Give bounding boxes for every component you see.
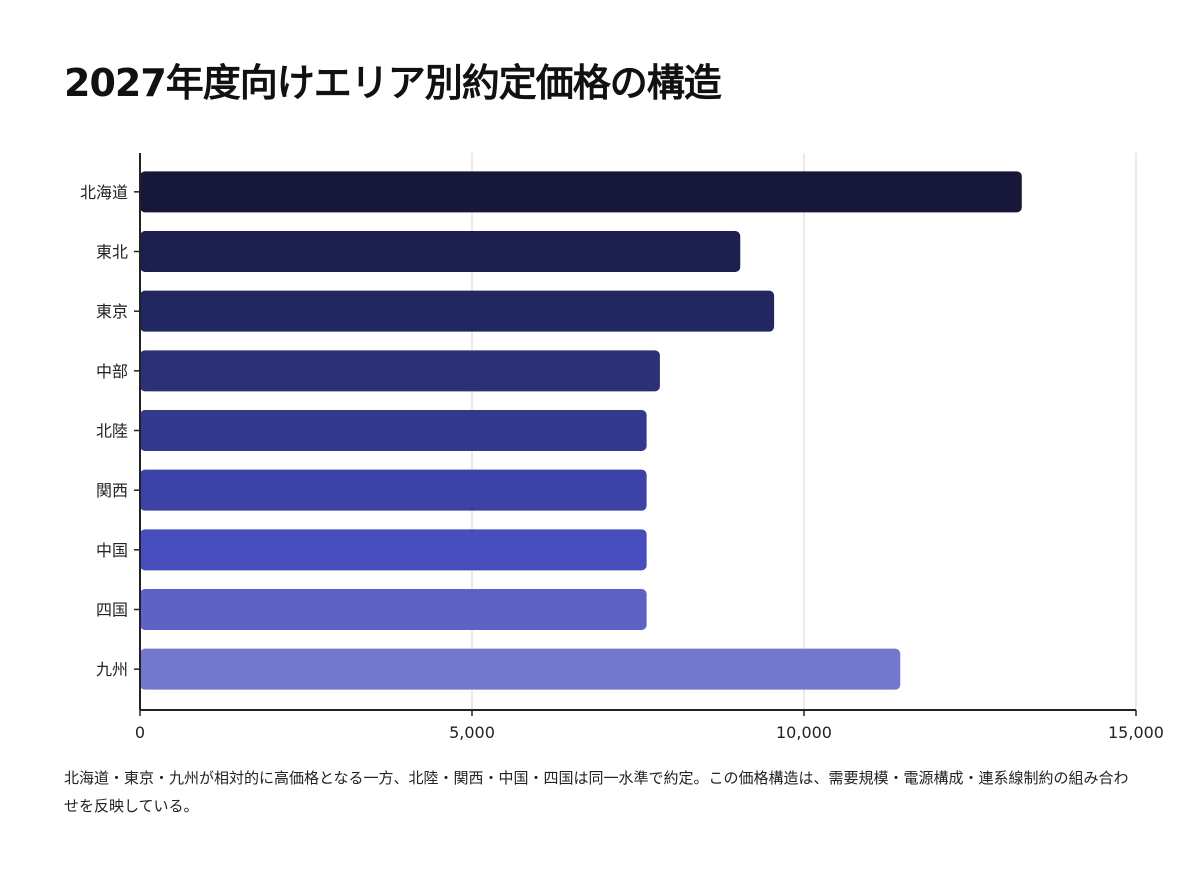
y-tick-label: 中部 (96, 362, 128, 381)
bar (140, 589, 647, 630)
bar (140, 171, 1022, 213)
y-tick-label: 北海道 (80, 183, 128, 202)
bar (140, 350, 660, 392)
bar (140, 231, 741, 272)
y-tick-label: 中国 (96, 541, 128, 560)
x-tick-label: 10,000 (776, 723, 832, 742)
y-tick-label: 九州 (96, 660, 128, 679)
bar (140, 410, 647, 451)
bar (140, 469, 647, 511)
chart-caption: 北海道・東京・九州が相対的に高価格となる一方、北陸・関西・中国・四国は同一水準で… (64, 769, 1129, 815)
x-tick-label: 0 (135, 723, 145, 742)
y-tick-label: 東京 (96, 302, 128, 321)
y-tick-label: 関西 (96, 481, 128, 500)
x-tick-label: 5,000 (449, 723, 495, 742)
y-tick-label: 四国 (96, 601, 128, 620)
y-tick-label: 北陸 (96, 422, 128, 441)
bar (140, 529, 647, 571)
bar (140, 648, 901, 690)
x-tick-label: 15,000 (1108, 723, 1164, 742)
bar (140, 290, 775, 332)
chart-title: 2027年度向けエリア別約定価格の構造 (64, 61, 722, 105)
y-tick-label: 東北 (96, 243, 128, 262)
